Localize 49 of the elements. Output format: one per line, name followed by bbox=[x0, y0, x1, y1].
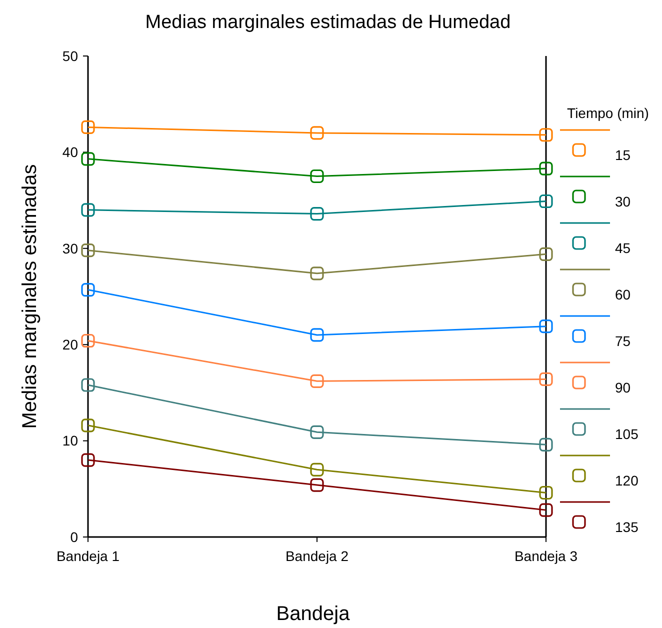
point bbox=[81, 120, 95, 134]
point bbox=[81, 334, 95, 348]
point bbox=[310, 374, 324, 388]
y-tick-label: 20 bbox=[62, 336, 78, 352]
point bbox=[310, 206, 324, 221]
y-tick-label: 10 bbox=[62, 432, 78, 449]
point bbox=[81, 453, 95, 467]
point bbox=[81, 418, 95, 432]
point bbox=[539, 438, 553, 452]
point bbox=[81, 203, 95, 217]
x-tick-label: Bandeja 2 bbox=[285, 548, 349, 564]
point bbox=[310, 462, 324, 476]
chart-title: Medias marginales estimadas de Humedad bbox=[145, 12, 511, 33]
point bbox=[539, 486, 553, 500]
y-tick-label: 30 bbox=[62, 240, 78, 256]
legend-label: 105 bbox=[615, 426, 639, 442]
point bbox=[310, 169, 324, 184]
legend-label: 75 bbox=[615, 333, 631, 349]
legend-label: 15 bbox=[615, 147, 631, 163]
point bbox=[310, 425, 324, 439]
point bbox=[310, 328, 324, 342]
point bbox=[539, 194, 553, 208]
legend-label: 30 bbox=[615, 194, 631, 210]
point bbox=[539, 320, 553, 334]
point bbox=[81, 152, 95, 166]
y-axis-title: Medias marginales estimadas bbox=[19, 164, 41, 429]
point bbox=[81, 244, 95, 258]
point bbox=[539, 162, 553, 176]
point bbox=[539, 503, 553, 517]
x-tick-label: Bandeja 3 bbox=[514, 548, 578, 564]
y-tick-label: 0 bbox=[70, 528, 78, 545]
y-tick-label: 50 bbox=[62, 48, 78, 64]
point bbox=[539, 372, 553, 386]
point bbox=[539, 247, 553, 261]
legend-label: 90 bbox=[615, 380, 631, 396]
x-tick-label: Bandeja 1 bbox=[56, 548, 120, 564]
point bbox=[310, 266, 324, 280]
legend-title: Tiempo (min) bbox=[567, 105, 649, 121]
point bbox=[310, 126, 324, 140]
legend-label: 45 bbox=[615, 240, 631, 256]
legend-label: 60 bbox=[615, 286, 631, 302]
legend-label: 135 bbox=[615, 519, 639, 535]
point bbox=[81, 282, 95, 297]
point bbox=[310, 478, 324, 492]
point bbox=[539, 128, 553, 142]
legend-label: 120 bbox=[615, 472, 639, 488]
x-axis-title: Bandeja bbox=[276, 603, 351, 625]
point bbox=[81, 378, 95, 392]
y-tick-label: 40 bbox=[62, 144, 78, 160]
